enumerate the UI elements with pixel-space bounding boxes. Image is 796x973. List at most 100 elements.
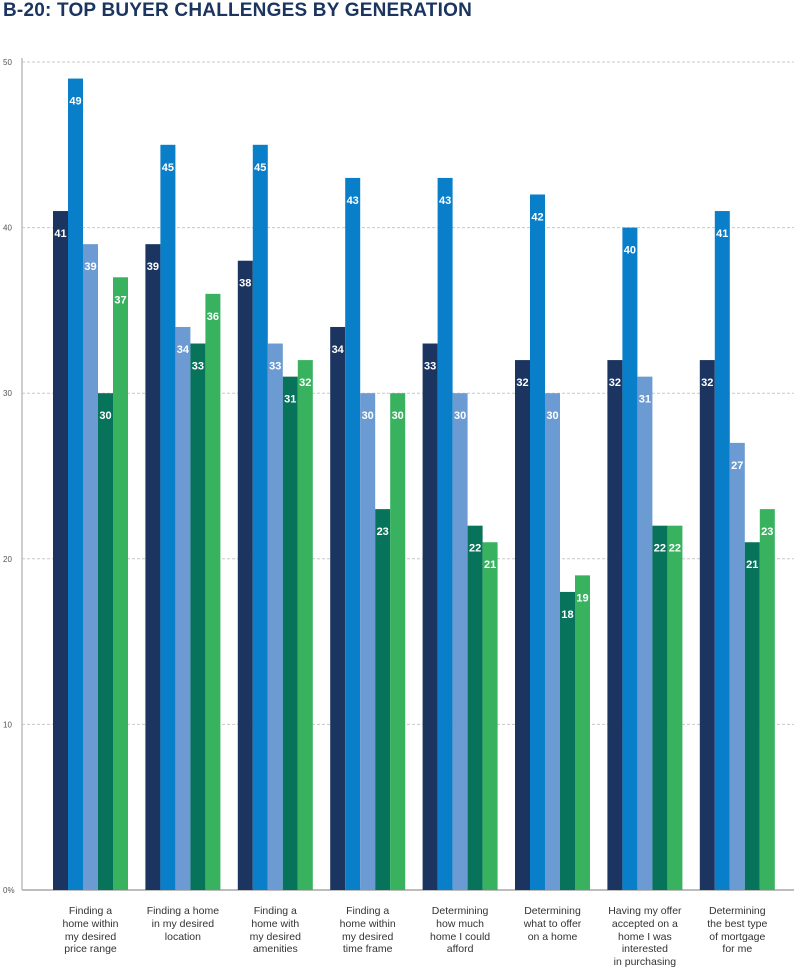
bar — [652, 525, 668, 890]
bar-value-label: 33 — [269, 361, 281, 373]
bar — [160, 144, 176, 891]
bar-value-label: 45 — [162, 162, 174, 174]
bar-value-label: 30 — [392, 410, 404, 422]
bar-value-label: 34 — [177, 344, 190, 356]
category-label-line: Determining — [708, 905, 766, 917]
bar-value-label: 30 — [99, 410, 111, 422]
bar — [98, 393, 113, 890]
category-label: Finding a home within my desired price rang… — [45, 905, 137, 956]
bar — [145, 244, 161, 890]
bar-value-label: 30 — [546, 410, 558, 422]
category-label-line: home within — [62, 917, 119, 930]
bar — [452, 393, 468, 890]
category-label-line: location — [164, 930, 201, 943]
category-label: Finding a home within my desired time frame — [322, 905, 414, 956]
bar-value-label: 43 — [439, 195, 451, 207]
category-label-line: accepted on a — [611, 917, 678, 930]
bar-value-label: 43 — [347, 195, 359, 207]
bar-value-label: 32 — [701, 377, 713, 389]
bar — [637, 376, 653, 890]
bar — [237, 260, 253, 891]
bar — [375, 509, 391, 890]
bar — [422, 343, 438, 890]
bar — [482, 542, 498, 890]
chart-title: B-20: TOP BUYER CHALLENGES BY GENERATION — [3, 0, 472, 21]
bar — [515, 360, 530, 891]
category-label-line: Finding a home — [146, 905, 220, 917]
category-label-line: Determining — [431, 905, 489, 917]
bar-value-label: 39 — [84, 261, 96, 273]
category-label-line: for me — [722, 943, 753, 956]
bar — [759, 509, 775, 890]
bar-value-label: 36 — [207, 311, 219, 323]
bar-value-label: 23 — [377, 526, 389, 538]
bar — [622, 227, 638, 891]
category-label: Determining what to offer on a home — [507, 905, 599, 943]
bar — [113, 277, 128, 890]
category-label-line: Having my offer — [608, 905, 682, 917]
category-label-line: home I could — [430, 930, 491, 943]
bar-value-label: 40 — [624, 245, 636, 257]
bar-value-label: 33 — [424, 361, 436, 373]
bar-value-label: 22 — [654, 543, 666, 555]
bar-value-label: 32 — [609, 377, 621, 389]
bar — [83, 244, 98, 890]
category-label-line: on a home — [527, 930, 578, 943]
bar — [345, 177, 361, 891]
bar-value-label: 41 — [716, 228, 728, 240]
category-label-line: Finding a — [253, 905, 297, 917]
y-tick-label: 40 — [3, 224, 12, 233]
bar — [714, 211, 730, 891]
bar-value-label: 38 — [239, 278, 251, 290]
bar — [360, 393, 376, 890]
category-label-line: Finding a — [346, 905, 390, 917]
bar — [437, 177, 453, 891]
bar-value-label: 21 — [746, 559, 758, 571]
category-label-line: afford — [446, 943, 474, 956]
category-label-line: how much — [436, 917, 485, 930]
category-label-line: my desired — [64, 930, 117, 943]
bar-value-label: 30 — [362, 410, 374, 422]
category-label-line: amenities — [252, 943, 298, 956]
category-label-line: time frame — [342, 943, 393, 956]
bar-value-label: 45 — [254, 162, 266, 174]
bar — [744, 542, 760, 890]
bar — [667, 525, 683, 890]
bar-value-label: 39 — [147, 261, 159, 273]
bar-value-label: 34 — [332, 344, 345, 356]
bar — [467, 525, 483, 890]
y-tick-label: 0% — [3, 886, 15, 895]
category-label-line: what to offer — [523, 917, 582, 930]
bar-value-label: 31 — [639, 394, 651, 406]
bar — [560, 591, 575, 890]
bar-value-label: 22 — [669, 543, 681, 555]
category-label-line: Determining — [524, 905, 581, 917]
bar-value-label: 31 — [284, 394, 296, 406]
category-label-line: my desired — [342, 930, 394, 943]
bar — [530, 194, 545, 891]
bar-value-label: 32 — [299, 377, 311, 389]
bar — [68, 78, 83, 890]
bar-value-label: 23 — [761, 526, 773, 538]
category-label-line: my desired — [249, 930, 301, 943]
bar-value-label: 22 — [469, 543, 481, 555]
category-label: Determining the best type of mortgage for m… — [691, 905, 783, 956]
bar — [330, 326, 346, 891]
category-label-line: home with — [251, 917, 300, 930]
bar — [190, 343, 206, 890]
bar — [252, 144, 268, 891]
category-label-line: home I was — [618, 930, 672, 943]
category-label: Having my offer accepted on a home I was in… — [599, 905, 691, 969]
bar-value-label: 37 — [114, 294, 126, 306]
bar — [53, 211, 68, 891]
category-label: Finding a home in my desired location — [137, 905, 229, 943]
bar-value-label: 18 — [561, 609, 573, 621]
bar — [575, 575, 590, 890]
bar-value-label: 42 — [531, 211, 543, 223]
bar — [607, 360, 623, 891]
bar-value-label: 27 — [731, 460, 743, 472]
y-tick-label: 20 — [3, 555, 12, 564]
category-label-line: of mortgage — [709, 930, 766, 943]
bar — [729, 442, 745, 890]
